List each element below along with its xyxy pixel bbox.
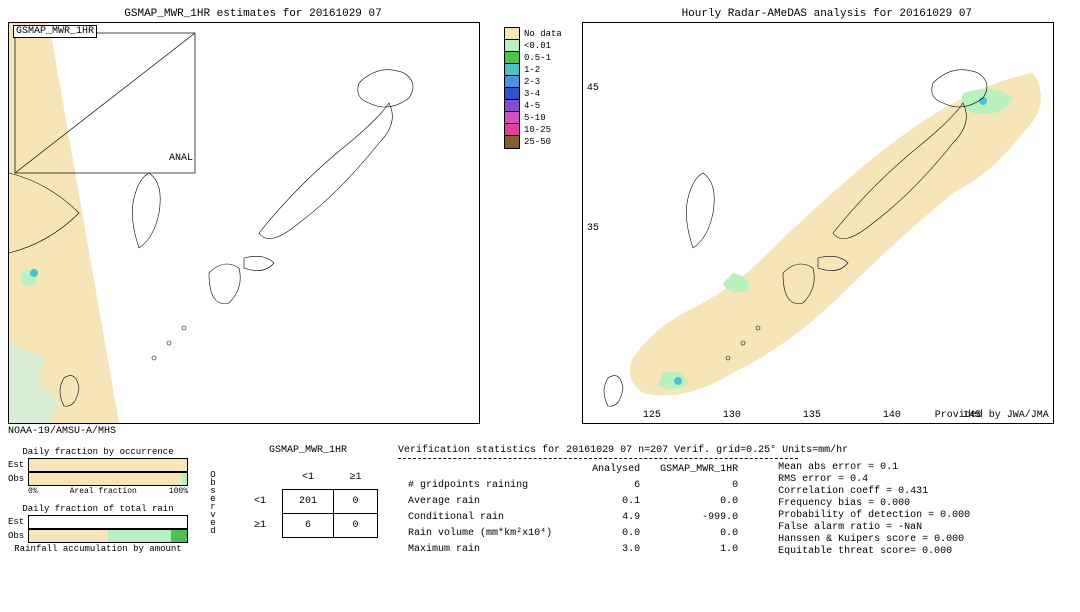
bar2-est-label: Est	[8, 517, 28, 527]
bar1-obs-track	[28, 472, 188, 486]
stats-metrics-list: Mean abs error = 0.1RMS error = 0.4Corre…	[778, 461, 970, 558]
bar-segment	[171, 530, 187, 542]
legend-label: 2-3	[524, 77, 540, 87]
stats-metric: Hanssen & Kuipers score = 0.000	[778, 534, 970, 545]
ct-col1: <1	[283, 466, 334, 490]
bar2-obs-track	[28, 529, 188, 543]
stats-metric-label: Conditional rain	[398, 509, 582, 525]
legend-label: 25-50	[524, 137, 551, 147]
stats-row: Conditional rain4.9-999.0	[398, 509, 748, 525]
stats-metric: Correlation coeff = 0.431	[778, 486, 970, 497]
color-legend: No data <0.01 0.5-1 1-2 2-3 3-4 4-5 5-10 10-25 25…	[504, 28, 562, 437]
stats-val-a: 3.0	[582, 542, 650, 558]
contingency-header: GSMAP_MWR_1HR	[238, 445, 378, 456]
stats-row: Average rain0.10.0	[398, 493, 748, 509]
stats-val-a: 0.1	[582, 493, 650, 509]
bar1-est-label: Est	[8, 460, 28, 470]
contingency-table: <1≥1 <12010 ≥160	[238, 466, 378, 538]
stats-metric: RMS error = 0.4	[778, 474, 970, 485]
legend-label: 0.5-1	[524, 53, 551, 63]
stats-metric: Frequency bias = 0.000	[778, 498, 970, 509]
stats-row: Maximum rain3.01.0	[398, 542, 748, 558]
legend-label: 1-2	[524, 65, 540, 75]
bar2-title: Daily fraction of total rain	[8, 504, 188, 514]
stats-colh-0: Analysed	[582, 461, 650, 477]
stats-val-b: 0	[650, 477, 748, 493]
stats-val-b: 0.0	[650, 526, 748, 542]
stats-row: # gridpoints raining60	[398, 477, 748, 493]
bar-segment	[29, 530, 108, 542]
ct-cell-11: 0	[334, 514, 378, 538]
stats-val-b: 1.0	[650, 542, 748, 558]
anal-label: ANAL	[169, 153, 193, 164]
bar1-est-track	[28, 458, 188, 472]
ct-cell-10: 6	[283, 514, 334, 538]
left-map-panel: GSMAP_MWR_1HR ANAL	[8, 22, 480, 424]
stats-block: Verification statistics for 20161029 07 …	[398, 445, 970, 558]
stats-val-b: -999.0	[650, 509, 748, 525]
bar1-axis-mid: Areal fraction	[70, 487, 137, 496]
legend-label: No data	[524, 29, 562, 39]
sensor-label: NOAA-19/AMSU-A/MHS	[8, 426, 498, 437]
observed-vertical-label: Observed	[208, 470, 218, 534]
left-map-title: GSMAP_MWR_1HR estimates for 20161029 07	[8, 8, 498, 20]
right-map-svg	[583, 23, 1053, 423]
stats-val-a: 6	[582, 477, 650, 493]
stats-val-a: 0.0	[582, 526, 650, 542]
daily-fraction-bars: Daily fraction by occurrence Est Obs 0% A…	[8, 445, 188, 558]
stats-val-b: 0.0	[650, 493, 748, 509]
legend-label: 10-25	[524, 125, 551, 135]
left-map-sublabel: GSMAP_MWR_1HR	[13, 25, 97, 38]
legend-label: 4-5	[524, 101, 540, 111]
stats-val-a: 4.9	[582, 509, 650, 525]
ct-cell-01: 0	[334, 490, 378, 514]
contingency-block: GSMAP_MWR_1HR <1≥1 <12010 ≥160	[238, 445, 378, 558]
right-map-panel: Provided by JWA/JMA 125 130 135 140 145 …	[582, 22, 1054, 424]
stats-metric-label: Average rain	[398, 493, 582, 509]
stats-table: AnalysedGSMAP_MWR_1HR # gridpoints raini…	[398, 461, 748, 558]
ct-cell-00: 201	[283, 490, 334, 514]
stats-title: Verification statistics for 20161029 07 …	[398, 445, 970, 456]
right-map-title: Hourly Radar-AMeDAS analysis for 2016102…	[582, 8, 1072, 20]
legend-label: 3-4	[524, 89, 540, 99]
stats-metric-label: Rain volume (mm*km²x10⁴)	[398, 526, 582, 542]
legend-label: <0.01	[524, 41, 551, 51]
bar-segment	[29, 459, 187, 471]
stats-metric: False alarm ratio = -NaN	[778, 522, 970, 533]
stats-row: Rain volume (mm*km²x10⁴)0.00.0	[398, 526, 748, 542]
bar1-axis-left: 0%	[28, 487, 38, 496]
legend-swatch-icon	[504, 135, 520, 149]
bar1-axis-right: 100%	[169, 487, 188, 496]
bar-segment	[29, 473, 182, 485]
stats-metric-label: # gridpoints raining	[398, 477, 582, 493]
ct-col2: ≥1	[334, 466, 378, 490]
stats-colh-1: GSMAP_MWR_1HR	[650, 461, 748, 477]
stats-metric: Mean abs error = 0.1	[778, 462, 970, 473]
bar2-caption: Rainfall accumulation by amount	[8, 544, 188, 554]
bar-segment	[108, 530, 171, 542]
stats-metric: Equitable threat score= 0.000	[778, 546, 970, 557]
bar-segment	[29, 516, 187, 528]
stats-metric: Probability of detection = 0.000	[778, 510, 970, 521]
ct-row2-label: ≥1	[238, 514, 283, 538]
legend-label: 5-10	[524, 113, 546, 123]
stats-hr	[398, 458, 798, 459]
bar2-obs-label: Obs	[8, 531, 28, 541]
provided-label: Provided by JWA/JMA	[935, 410, 1049, 421]
bar1-obs-label: Obs	[8, 474, 28, 484]
stats-metric-label: Maximum rain	[398, 542, 582, 558]
ct-row1-label: <1	[238, 490, 283, 514]
bar2-est-track	[28, 515, 188, 529]
left-map-svg	[9, 23, 479, 423]
bar1-title: Daily fraction by occurrence	[8, 447, 188, 457]
bar-segment	[182, 473, 187, 485]
legend-item: 25-50	[504, 136, 562, 148]
